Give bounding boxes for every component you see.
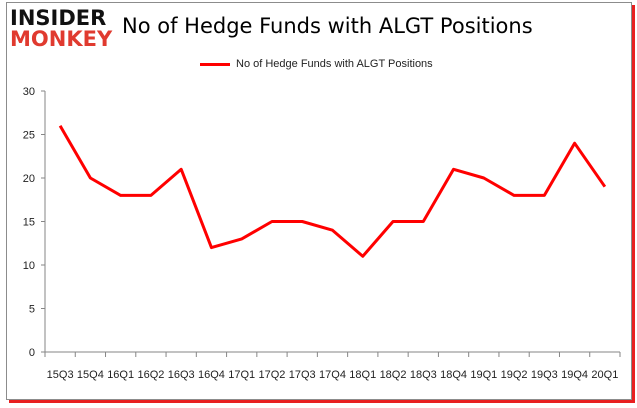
x-tick-label: 20Q1: [591, 369, 618, 381]
x-tick-label: 18Q2: [380, 369, 407, 381]
chart-title: No of Hedge Funds with ALGT Positions: [122, 14, 533, 38]
series-line: [58, 125, 607, 258]
legend: No of Hedge Funds with ALGT Positions: [200, 58, 433, 70]
y-tick-label: 20: [23, 173, 35, 185]
x-tick-label: 17Q2: [259, 369, 286, 381]
x-tick-label: 17Q4: [319, 369, 346, 381]
y-tick-label: 15: [23, 217, 35, 229]
x-tick-label: 15Q3: [47, 369, 74, 381]
x-tick-label: 18Q3: [410, 369, 437, 381]
x-tick-label: 18Q4: [440, 369, 467, 381]
x-tick-label: 19Q1: [470, 369, 497, 381]
x-tick-label: 19Q4: [561, 369, 588, 381]
chart-frame: [6, 2, 632, 400]
x-tick-label: 19Q2: [501, 369, 528, 381]
y-tick-label: 25: [23, 130, 35, 142]
legend-swatch: [200, 62, 230, 66]
x-tick-label: 19Q3: [531, 369, 558, 381]
x-tick-label: 17Q1: [228, 369, 255, 381]
y-tick-label: 30: [23, 86, 35, 98]
x-tick-label: 16Q3: [168, 369, 195, 381]
logo-line1: INSIDER: [10, 6, 107, 30]
x-tick-label: 17Q3: [289, 369, 316, 381]
x-tick-label: 16Q4: [198, 369, 225, 381]
x-tick-label: 18Q1: [349, 369, 376, 381]
x-tick-label: 16Q1: [107, 369, 134, 381]
legend-label: No of Hedge Funds with ALGT Positions: [236, 58, 433, 70]
y-tick-label: 10: [23, 260, 35, 272]
x-tick-label: 16Q2: [137, 369, 164, 381]
insider-monkey-logo: INSIDER MONKEY: [10, 8, 112, 50]
x-tick-label: 15Q4: [77, 369, 104, 381]
y-tick-label: 5: [29, 304, 35, 316]
logo-line2: MONKEY: [10, 27, 113, 51]
y-tick-label: 0: [29, 347, 35, 359]
